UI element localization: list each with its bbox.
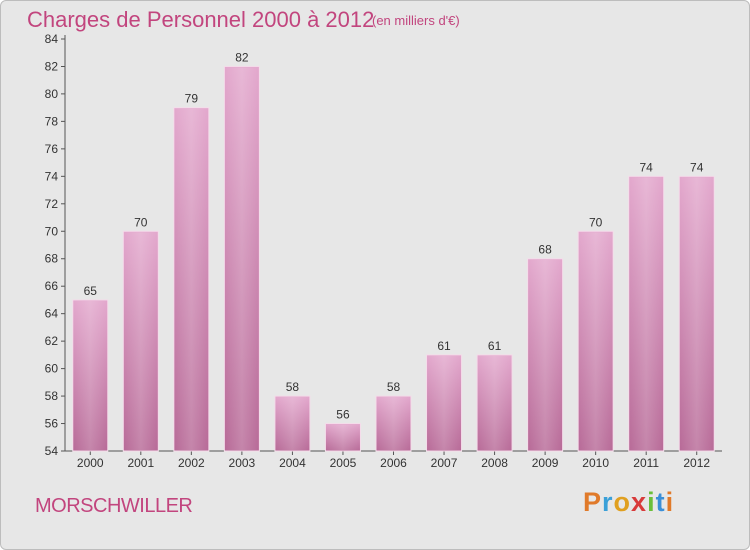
y-tick-label: 72	[45, 197, 59, 211]
data-label: 74	[640, 160, 654, 174]
y-tick-label: 68	[45, 252, 59, 266]
logo-letter: P	[583, 487, 603, 517]
bar-shine	[174, 108, 208, 451]
x-tick-label: 2003	[229, 456, 256, 470]
bar-shine	[528, 259, 562, 450]
bar-shine	[225, 67, 259, 450]
data-label: 61	[488, 339, 502, 353]
logo-letter: t	[655, 487, 666, 517]
x-tick-label: 2000	[77, 456, 104, 470]
bar-shine	[629, 177, 663, 451]
logo-letter: x	[631, 487, 648, 517]
bar-shine	[275, 397, 309, 450]
logo-letter: r	[602, 487, 614, 517]
y-tick-label: 78	[45, 114, 59, 128]
x-tick-label: 2011	[633, 456, 659, 470]
bar-shine	[377, 397, 410, 450]
x-tick-label: 2012	[683, 456, 710, 470]
bar-shine	[680, 177, 714, 451]
x-tick-label: 2007	[431, 456, 458, 470]
city-name: MORSCHWILLER	[35, 495, 193, 517]
y-tick-label: 74	[45, 169, 59, 183]
chart-title: Charges de Personnel 2000 à 2012	[27, 7, 375, 32]
x-tick-label: 2010	[582, 456, 609, 470]
y-tick-label: 76	[45, 142, 59, 156]
logo-letter: i	[647, 487, 656, 517]
x-tick-label: 2006	[380, 456, 407, 470]
y-tick-label: 64	[45, 307, 59, 321]
x-tick-label: 2004	[279, 456, 306, 470]
data-label: 68	[538, 243, 552, 257]
bar-shine	[579, 232, 613, 450]
bar-shine	[73, 300, 107, 450]
bar-shine	[478, 355, 512, 450]
y-tick-label: 54	[45, 444, 59, 458]
bar-shine	[124, 232, 158, 450]
data-label: 58	[387, 380, 401, 394]
data-label: 58	[286, 380, 300, 394]
y-tick-label: 56	[45, 417, 59, 431]
proxiti-logo[interactable]: Proxiti	[583, 487, 674, 518]
data-label: 65	[84, 284, 98, 298]
y-tick-label: 84	[45, 32, 59, 46]
data-label: 56	[336, 408, 350, 422]
data-label: 79	[185, 92, 199, 106]
bar-shine	[326, 424, 360, 450]
data-label: 74	[690, 160, 704, 174]
data-label: 61	[437, 339, 451, 353]
y-tick-label: 58	[45, 389, 59, 403]
data-label: 70	[134, 215, 148, 229]
x-tick-label: 2009	[532, 456, 559, 470]
chart-subtitle: (en milliers d'€)	[372, 13, 460, 28]
bar-shine	[427, 355, 461, 450]
x-tick-label: 2005	[330, 456, 357, 470]
data-label: 70	[589, 215, 603, 229]
y-tick-label: 62	[45, 334, 59, 348]
logo-letter: i	[665, 487, 675, 517]
logo-letter: o	[613, 487, 632, 517]
y-tick-label: 80	[45, 87, 59, 101]
y-tick-label: 82	[45, 59, 59, 73]
y-tick-label: 70	[45, 224, 59, 238]
y-tick-label: 66	[45, 279, 59, 293]
x-tick-label: 2008	[481, 456, 508, 470]
x-tick-label: 2002	[178, 456, 205, 470]
x-tick-label: 2001	[127, 456, 154, 470]
y-tick-label: 60	[45, 362, 59, 376]
data-label: 82	[235, 50, 249, 64]
